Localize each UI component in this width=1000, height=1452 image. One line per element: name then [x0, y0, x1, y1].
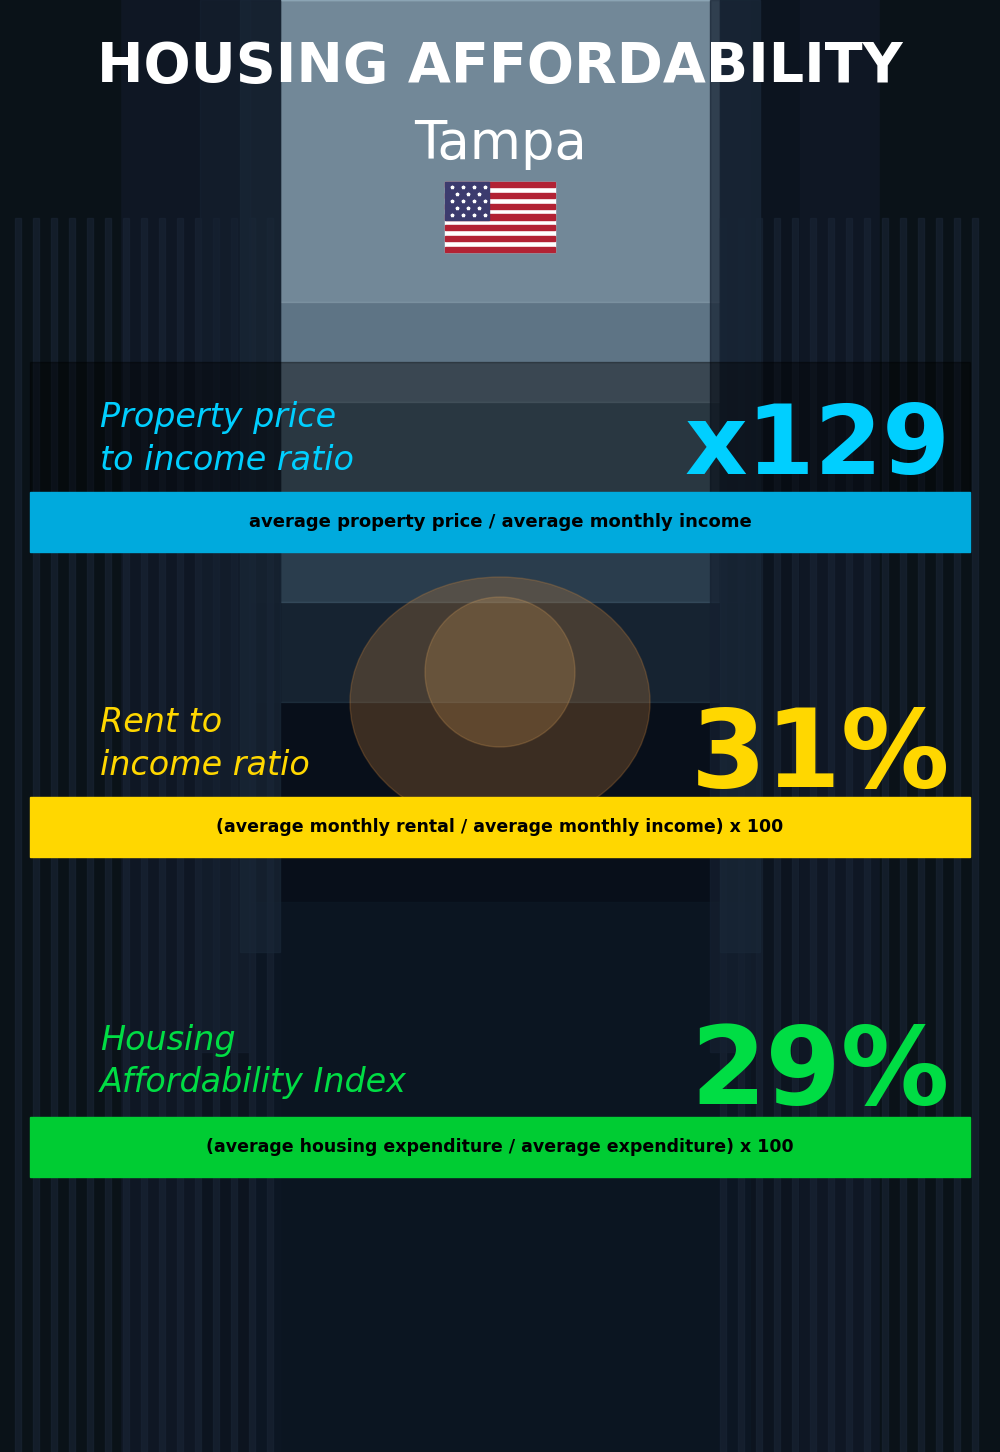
Text: average property price / average monthly income: average property price / average monthly… [249, 513, 751, 531]
Bar [0, 0, 280, 1452]
Bar [105, 218, 111, 1452]
Bar [250, 0, 750, 302]
Bar [51, 218, 57, 1452]
Text: Rent to
income ratio: Rent to income ratio [100, 707, 310, 781]
Bar [240, 0, 280, 953]
Bar [177, 218, 183, 1452]
Bar [250, 902, 750, 1452]
Bar [774, 218, 780, 1452]
Bar [756, 218, 762, 1452]
Text: (average housing expenditure / average expenditure) x 100: (average housing expenditure / average e… [206, 1138, 794, 1156]
Bar [15, 218, 21, 1452]
Bar [846, 218, 852, 1452]
Bar [972, 218, 978, 1452]
Bar [200, 0, 250, 1053]
Bar [792, 218, 798, 1452]
Text: (average monthly rental / average monthly income) x 100: (average monthly rental / average monthl… [216, 817, 784, 836]
Bar [213, 218, 219, 1452]
Bar [800, 0, 1000, 1452]
Bar [30, 362, 970, 497]
Bar [720, 0, 760, 953]
Bar [159, 218, 165, 1452]
Bar [69, 218, 75, 1452]
Bar [30, 797, 970, 857]
Bar [87, 218, 93, 1452]
Text: Housing
Affordability Index: Housing Affordability Index [100, 1024, 407, 1099]
Bar [710, 0, 760, 1053]
Bar [445, 182, 489, 219]
Text: Tampa: Tampa [414, 118, 586, 170]
Bar [720, 218, 726, 1452]
Text: Property price
to income ratio: Property price to income ratio [100, 401, 354, 476]
Bar [810, 218, 816, 1452]
Ellipse shape [350, 576, 650, 828]
Bar [828, 218, 834, 1452]
Bar [880, 0, 1000, 1452]
Bar [250, 0, 750, 603]
Bar [231, 218, 237, 1452]
Bar [445, 215, 555, 219]
Bar [33, 218, 39, 1452]
Bar [267, 218, 273, 1452]
Bar [250, 0, 750, 701]
Bar [738, 218, 744, 1452]
Bar [445, 182, 555, 187]
Bar [250, 0, 750, 502]
Bar [445, 247, 555, 253]
Bar [141, 218, 147, 1452]
Bar [936, 218, 942, 1452]
Bar [30, 1117, 970, 1178]
Bar [864, 218, 870, 1452]
Bar [445, 182, 555, 253]
Bar [30, 492, 970, 552]
Bar [445, 225, 555, 231]
Text: 31%: 31% [690, 704, 950, 810]
Bar [250, 0, 750, 402]
Bar [123, 218, 129, 1452]
Bar [249, 218, 255, 1452]
Text: 29%: 29% [691, 1022, 950, 1128]
Bar [445, 235, 555, 241]
Bar [882, 218, 888, 1452]
Bar [720, 0, 1000, 1452]
Bar [445, 203, 555, 209]
Bar [195, 218, 201, 1452]
Text: HOUSING AFFORDABILITY: HOUSING AFFORDABILITY [97, 41, 903, 94]
Text: x129: x129 [684, 401, 950, 494]
Bar [0, 0, 200, 1452]
Bar [900, 218, 906, 1452]
Ellipse shape [425, 597, 575, 746]
Bar [954, 218, 960, 1452]
Bar [445, 193, 555, 197]
Bar [918, 218, 924, 1452]
Bar [0, 0, 120, 1452]
